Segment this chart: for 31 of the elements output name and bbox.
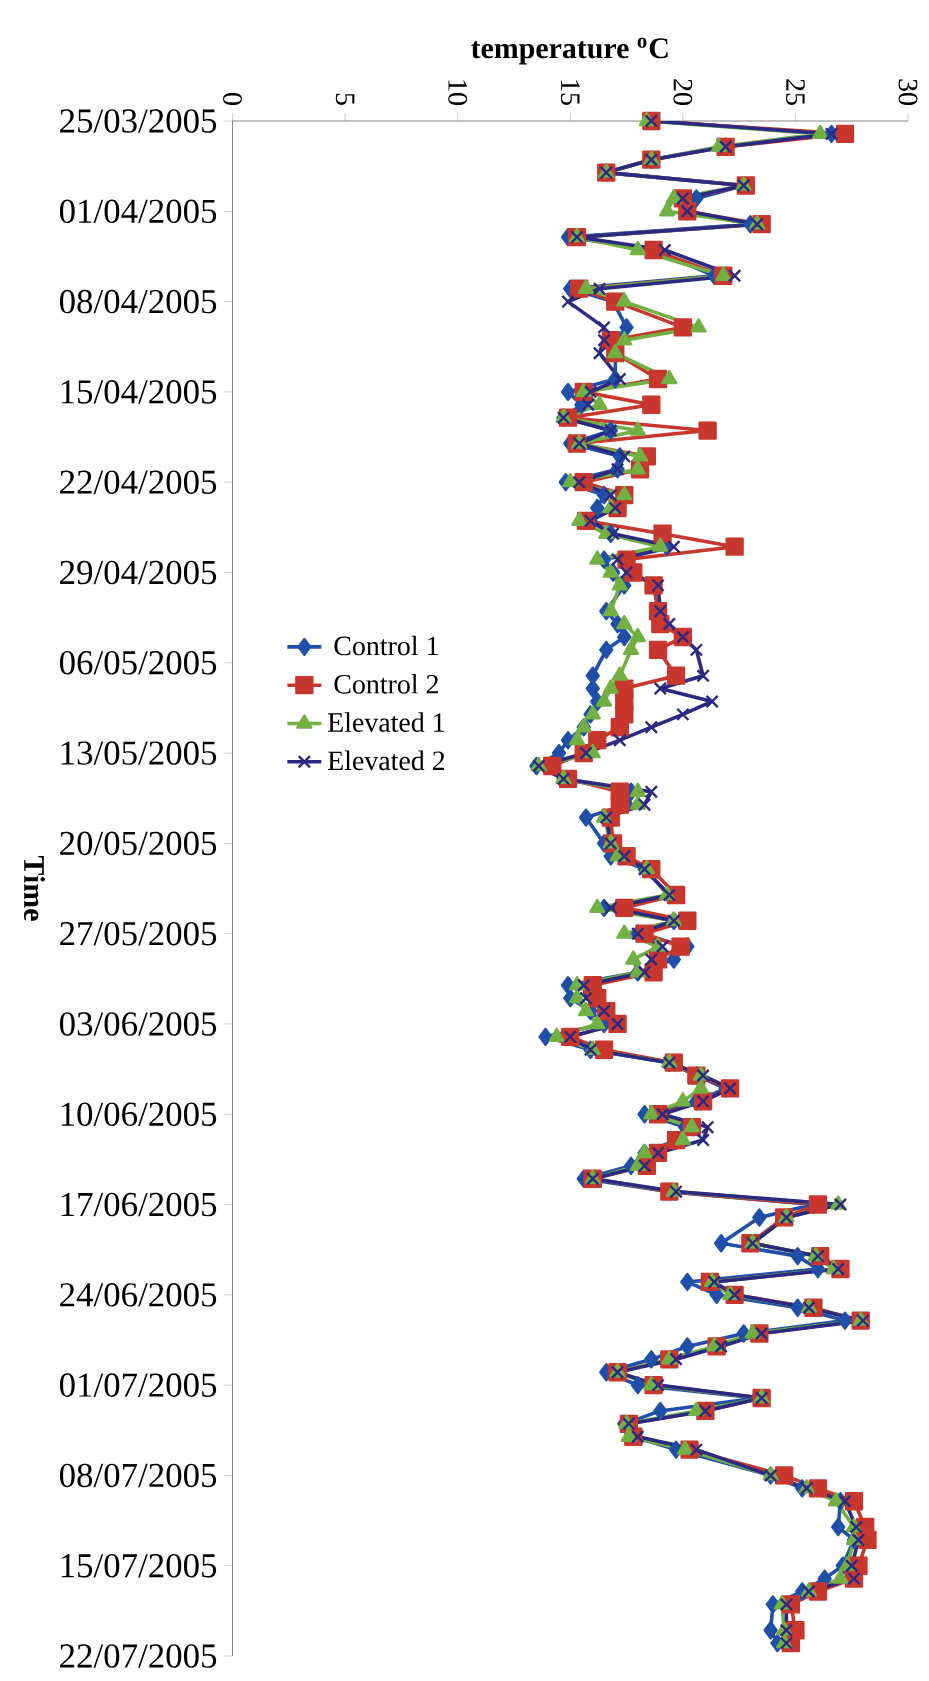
x-axis-title: temperature $^{o}$C: [471, 37, 668, 65]
y-tick-label: 24/06/2005: [60, 1283, 217, 1307]
y-tick-label: 17/06/2005: [61, 1192, 217, 1217]
legend-label: Elevated 1: [327, 712, 445, 732]
y-tick-label: 15/07/2005: [61, 1553, 217, 1578]
y-tick-label: 20/05/2005: [60, 831, 217, 856]
y-tick-label: 01/04/2005: [59, 199, 217, 224]
legend-label: Control 2: [334, 673, 438, 694]
y-tick-label: 22/04/2005: [60, 470, 217, 494]
y-axis-title: Time: [23, 856, 45, 921]
x-tick-label: 0: [223, 93, 242, 105]
y-tick-label: 27/05/2005: [60, 921, 217, 946]
x-tick-label: 5: [335, 93, 355, 105]
y-tick-label: 13/05/2005: [61, 741, 217, 765]
x-tick-label: 10: [448, 80, 468, 105]
legend-label: Elevated 2: [327, 750, 445, 771]
y-tick-label: 29/04/2005: [60, 560, 217, 585]
y-tick-label: 08/07/2005: [59, 1463, 217, 1488]
x-tick-label: 30: [898, 79, 918, 105]
y-tick-label: 06/05/2005: [59, 651, 217, 675]
x-tick-label: 25: [786, 79, 805, 105]
y-tick-label: 15/04/2005: [61, 380, 217, 404]
y-tick-label: 08/04/2005: [59, 289, 217, 314]
x-tick-label: 15: [560, 80, 580, 105]
y-tick-label: 25/03/2005: [60, 109, 217, 133]
y-tick-label: 01/07/2005: [59, 1373, 217, 1397]
y-tick-label: 10/06/2005: [61, 1102, 217, 1127]
y-tick-label: 22/07/2005: [60, 1644, 217, 1668]
x-tick-label: 20: [673, 79, 693, 105]
legend-label: Control 1: [334, 635, 438, 656]
y-tick-label: 03/06/2005: [59, 1012, 217, 1036]
